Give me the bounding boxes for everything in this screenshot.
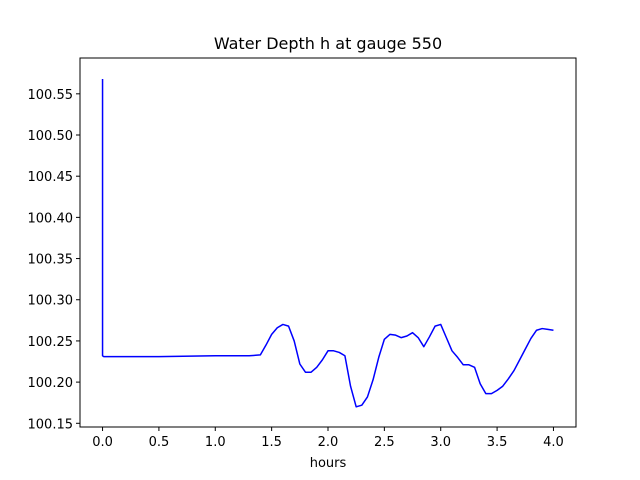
y-tick-label: 100.35 <box>28 253 74 268</box>
plot-frame <box>79 57 577 428</box>
x-tick-label: 0.0 <box>92 435 113 450</box>
y-tick-label: 100.20 <box>28 376 74 391</box>
series-line-h <box>101 79 554 408</box>
y-tick-label: 100.30 <box>28 294 74 309</box>
x-tick-label: 3.5 <box>487 435 508 450</box>
x-tick-label: 1.0 <box>205 435 226 450</box>
x-tick-label: 3.0 <box>430 435 451 450</box>
y-tick-label: 100.45 <box>28 170 74 185</box>
plot-area <box>80 58 576 427</box>
x-tick-label: 4.0 <box>543 435 564 450</box>
x-tick-label: 2.5 <box>374 435 395 450</box>
y-tick-label: 100.25 <box>28 335 74 350</box>
x-tick-label: 2.0 <box>318 435 339 450</box>
x-tick-label: 1.5 <box>261 435 282 450</box>
x-axis-label: hours <box>310 456 347 471</box>
y-tick-label: 100.50 <box>28 129 74 144</box>
y-tick-label: 100.55 <box>28 88 74 103</box>
x-tick-label: 0.5 <box>149 435 170 450</box>
chart-title: Water Depth h at gauge 550 <box>214 34 442 53</box>
y-tick-label: 100.15 <box>28 417 74 432</box>
y-tick-label: 100.40 <box>28 211 74 226</box>
